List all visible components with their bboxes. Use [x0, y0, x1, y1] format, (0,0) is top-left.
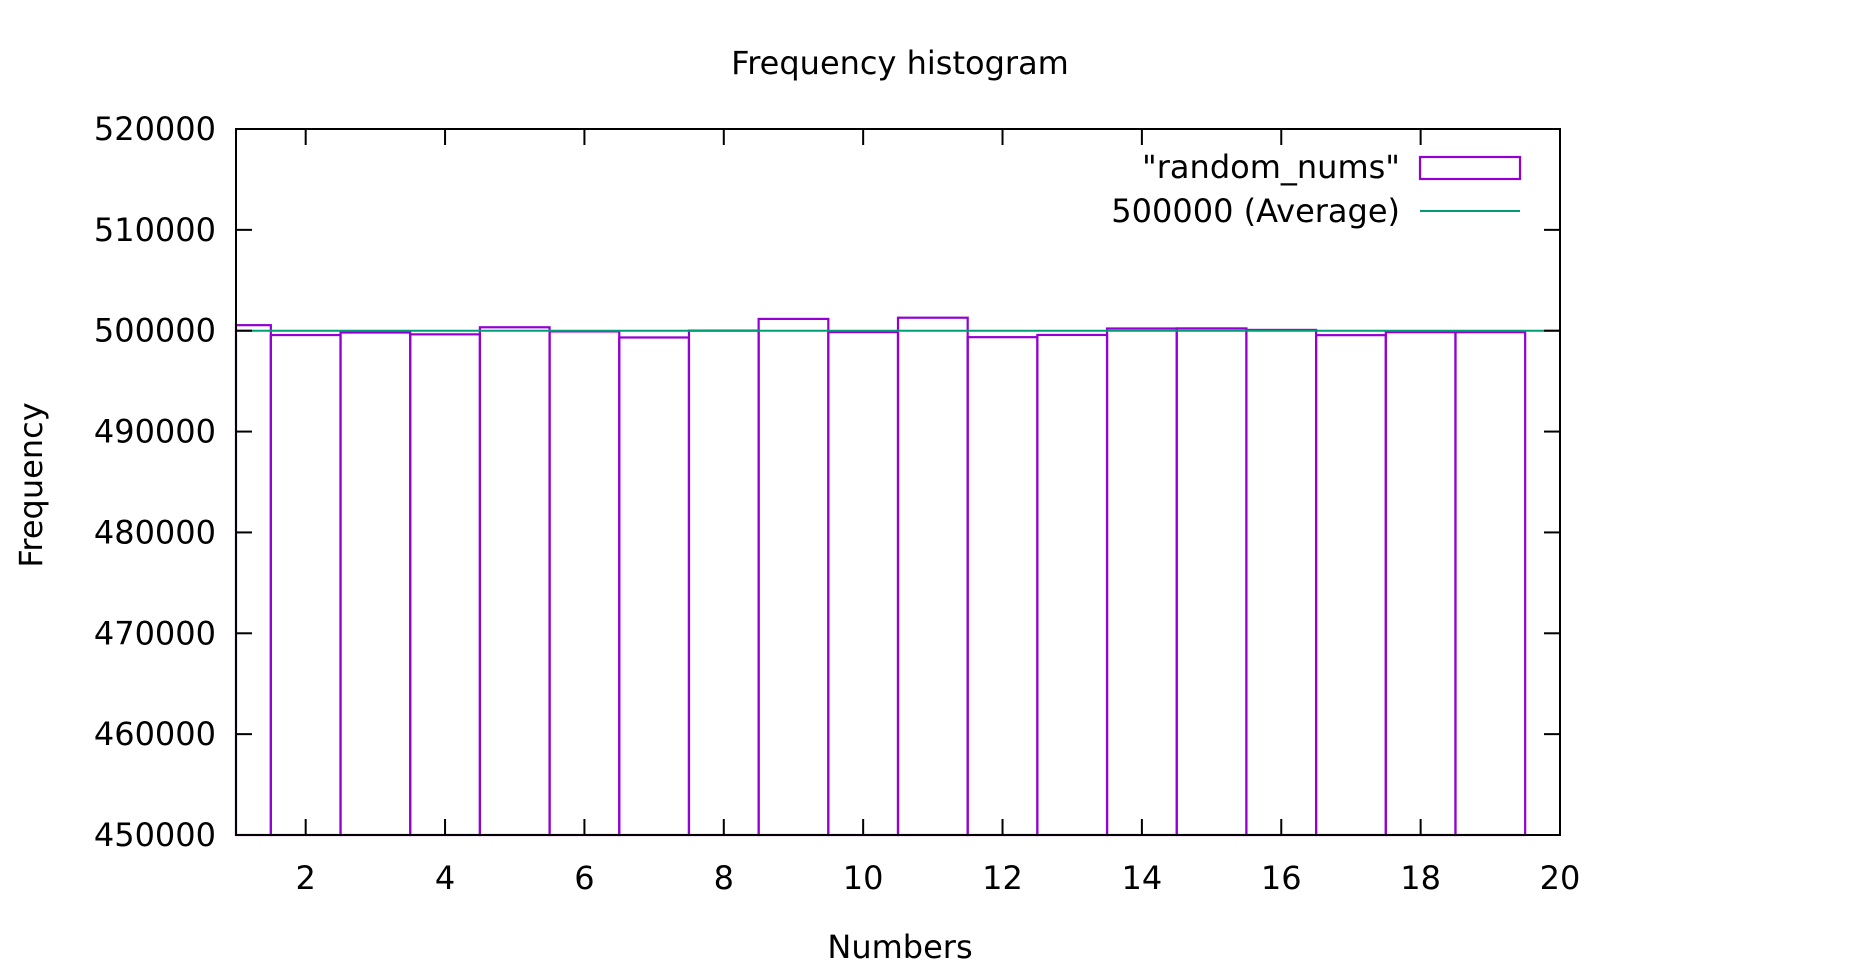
y-tick-label: 520000: [94, 110, 216, 148]
y-tick-label: 480000: [94, 513, 216, 551]
x-axis-label: Numbers: [827, 928, 972, 965]
y-tick-label: 500000: [94, 312, 216, 350]
histogram-bar: [1175, 327, 1248, 837]
histogram-bar: [827, 331, 900, 837]
histogram-bar: [966, 336, 1039, 837]
plot-border: [235, 128, 1561, 836]
bars-layer: [234, 316, 1527, 837]
x-tick-label: 2: [296, 859, 316, 897]
x-tick-label: 4: [435, 859, 455, 897]
histogram-bar: [409, 333, 481, 837]
y-tick-label: 460000: [94, 715, 216, 753]
histogram-bar: [1454, 331, 1527, 837]
histogram-bar: [1036, 333, 1109, 837]
histogram-bar: [618, 336, 691, 837]
x-tick-label: 12: [982, 859, 1023, 897]
histogram-bar: [1384, 331, 1457, 837]
x-tick-label: 16: [1261, 859, 1302, 897]
y-tick-label: 450000: [94, 816, 216, 854]
x-tick-label: 20: [1540, 859, 1581, 897]
histogram-bar: [757, 317, 830, 837]
y-tick-label: 490000: [94, 413, 216, 451]
legend: "random_nums" 500000 (Average): [1111, 148, 1522, 230]
chart-title: Frequency histogram: [731, 44, 1069, 82]
x-tick-label: 8: [714, 859, 734, 897]
histogram-bar: [1105, 327, 1178, 837]
histogram-bar: [1315, 334, 1387, 837]
legend-label-random-nums: "random_nums": [1142, 148, 1400, 186]
histogram-bar: [548, 330, 621, 837]
x-tick-label: 14: [1122, 859, 1163, 897]
histogram-bar: [1245, 328, 1318, 837]
histogram-bar: [234, 324, 272, 837]
histogram-bar: [269, 333, 342, 837]
histogram-bar: [687, 329, 760, 837]
histogram-bar: [339, 331, 412, 837]
axes-layer: 2 4 6 8 10 12 14 16 18 20 450000 460000 470000 480000…: [94, 110, 1581, 897]
y-axis-label: Frequency: [12, 402, 50, 567]
y-tick-label: 510000: [94, 211, 216, 249]
histogram-bar: [478, 326, 551, 837]
x-tick-label: 18: [1400, 859, 1441, 897]
x-tick-label: 10: [843, 859, 884, 897]
y-tick-label: 470000: [94, 614, 216, 652]
x-tick-label: 6: [574, 859, 594, 897]
legend-swatch-random-nums: [1418, 155, 1522, 181]
legend-label-average: 500000 (Average): [1111, 192, 1400, 230]
histogram-bar: [896, 316, 969, 837]
